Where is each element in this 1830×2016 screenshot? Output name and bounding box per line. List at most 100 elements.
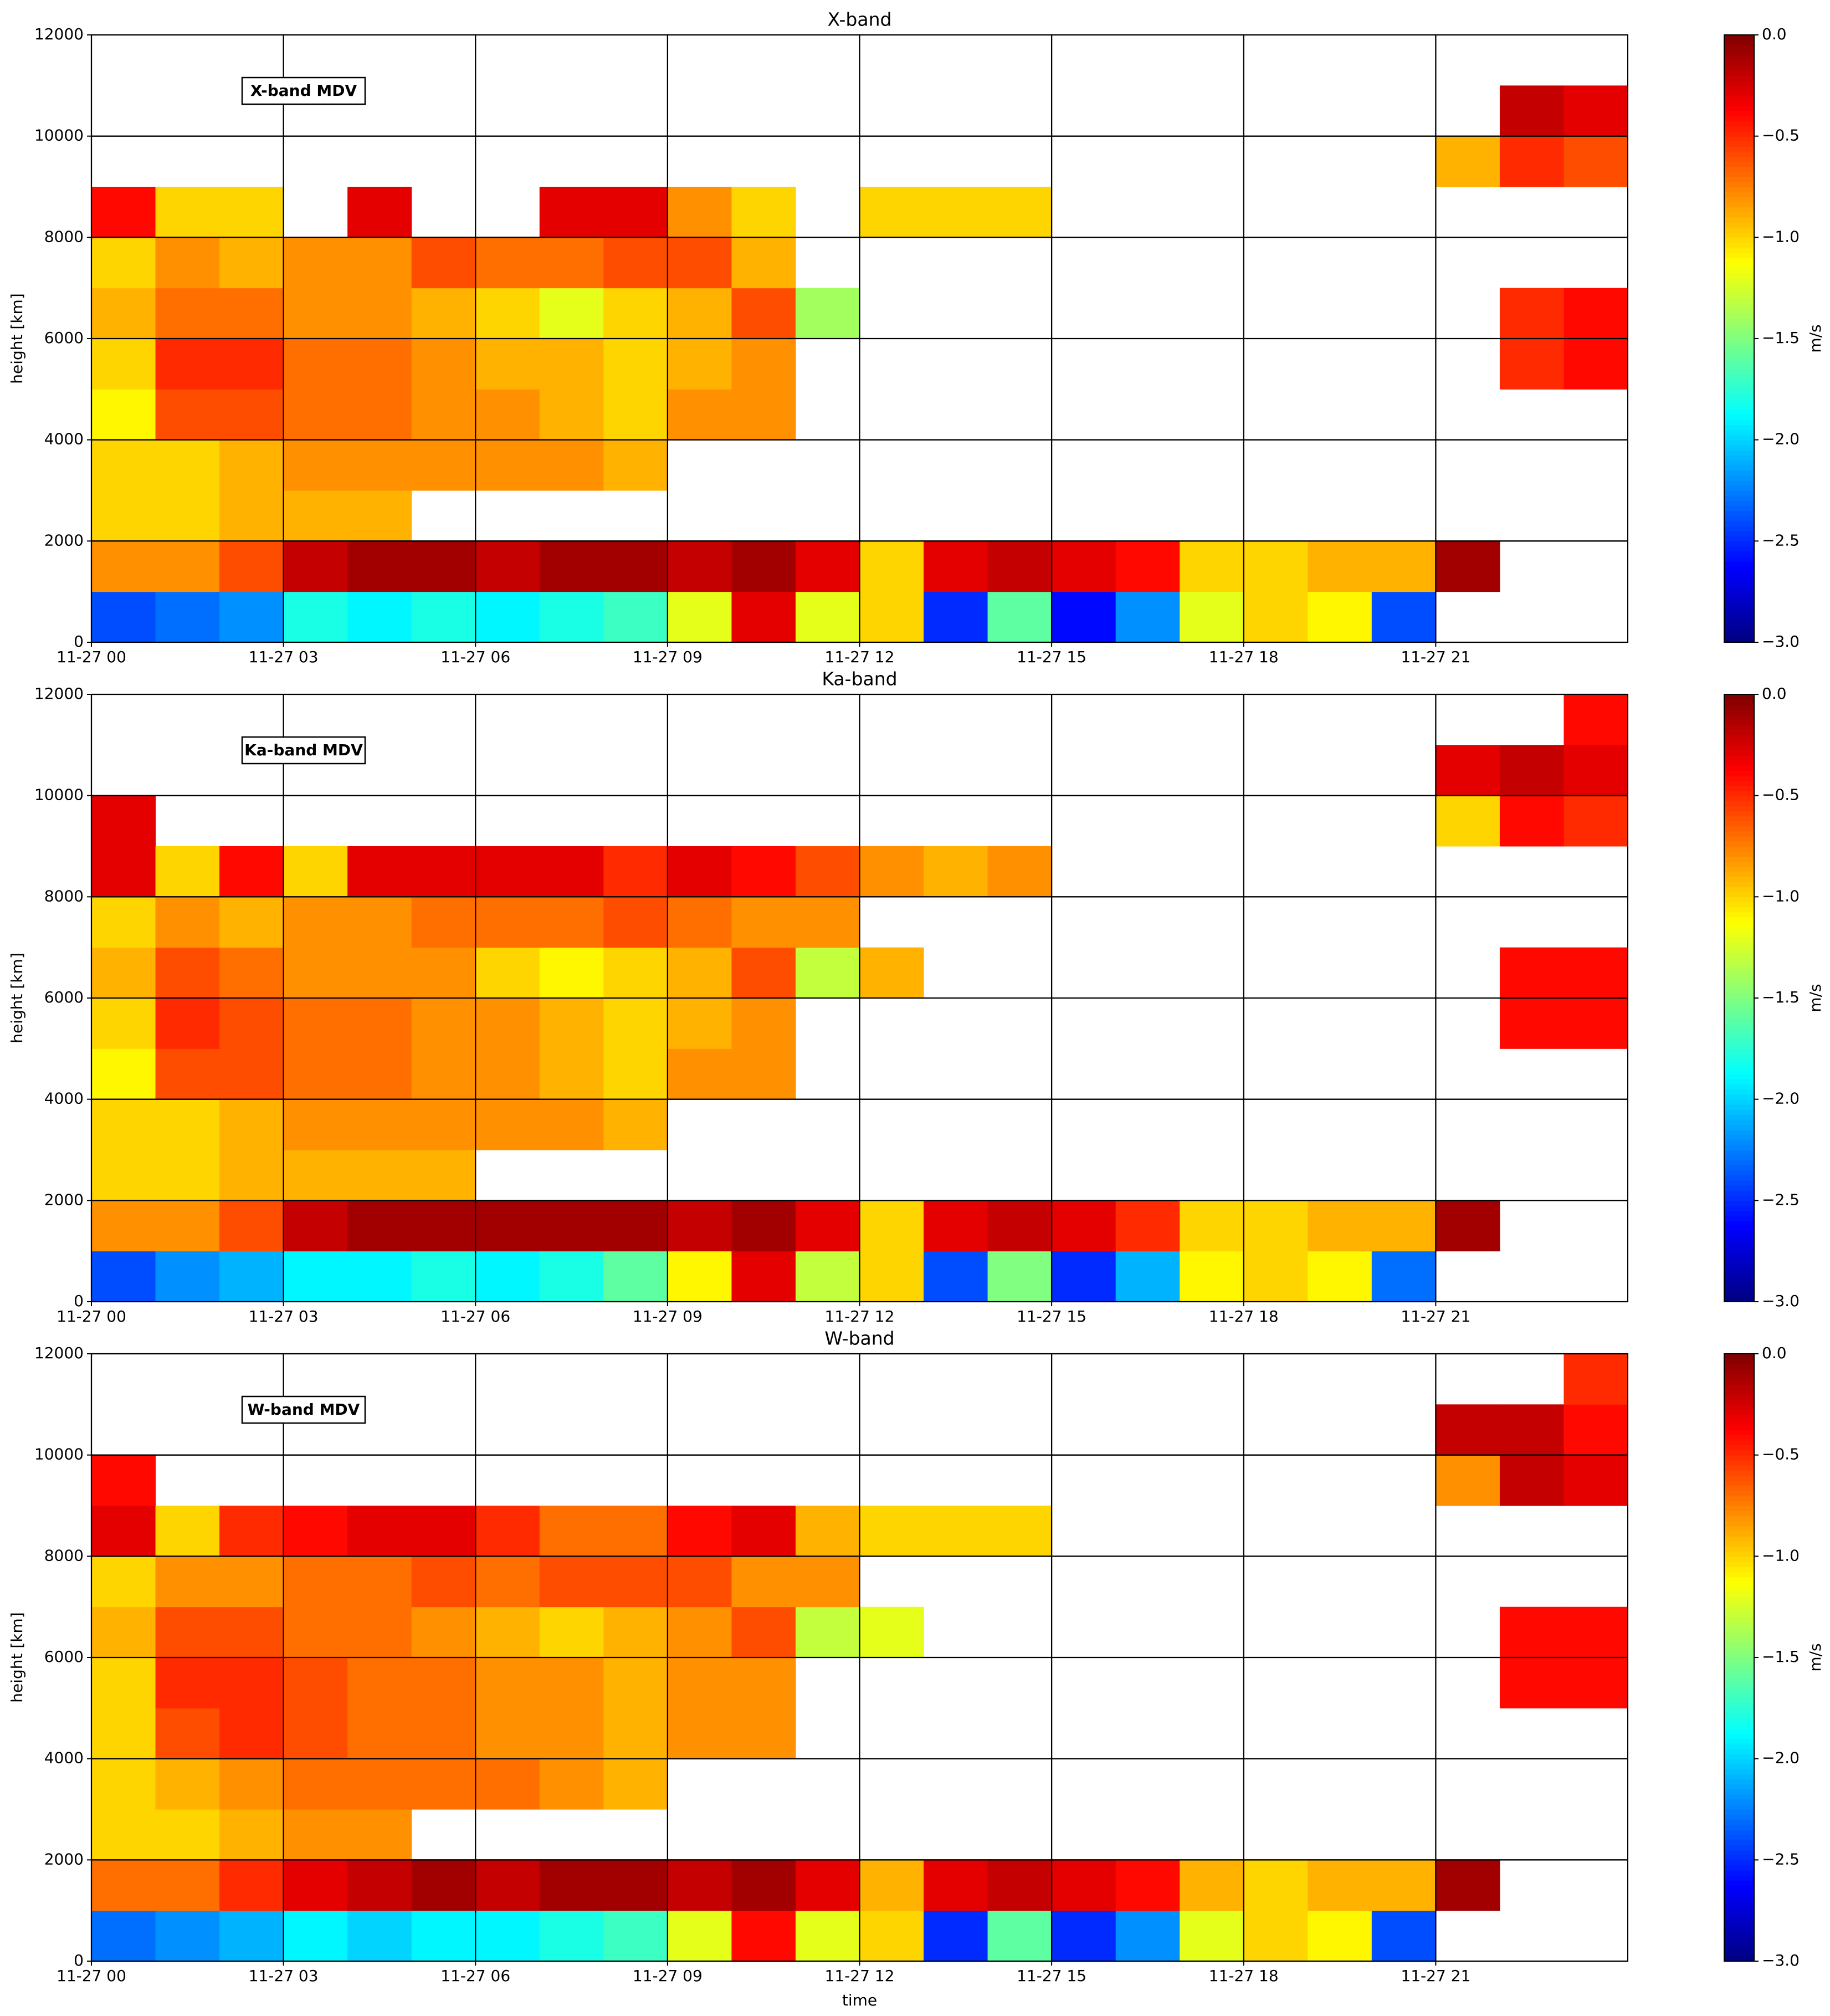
y-tick-label: 4000 [44, 430, 84, 448]
colorbar-segment [1724, 871, 1754, 877]
heatmap-cell [667, 1200, 732, 1252]
colorbar-segment [1724, 1139, 1754, 1145]
heatmap-cell [1371, 1910, 1436, 1962]
plot-frame [91, 694, 1628, 1302]
colorbar-segment [1724, 1779, 1754, 1785]
heatmap-cell [539, 439, 604, 491]
heatmap-cell [539, 947, 604, 999]
heatmap-cell [283, 339, 348, 390]
colorbar-segment [1724, 268, 1754, 274]
heatmap-cell [731, 237, 796, 289]
colorbar-segment [1724, 369, 1754, 375]
heatmap-cell [1499, 136, 1564, 187]
heatmap-cell [219, 389, 284, 441]
colorbar-segment [1724, 373, 1754, 380]
colorbar-segment [1724, 1099, 1754, 1105]
heatmap-cell [539, 339, 604, 390]
colorbar-segment [1724, 694, 1754, 700]
heatmap-cell [283, 1048, 348, 1100]
colorbar-segment [1724, 1276, 1754, 1282]
heatmap-cell [731, 1860, 796, 1911]
heatmap-cell [667, 541, 732, 592]
colorbar-segment [1724, 181, 1754, 187]
heatmap-cell [347, 1657, 412, 1708]
heatmap-cell [91, 288, 156, 339]
heatmap-cell [1243, 541, 1308, 592]
heatmap-cell [1499, 795, 1564, 847]
heatmap-cell [91, 237, 156, 289]
x-tick-label: 11-27 09 [633, 648, 703, 666]
colorbar-segment [1724, 1738, 1754, 1744]
chart-title: X-band [828, 9, 892, 30]
colorbar-segment [1724, 561, 1754, 567]
colorbar-segment [1724, 627, 1754, 633]
heatmap-cell [475, 1506, 540, 1557]
heatmap-cell [219, 1758, 284, 1810]
colorbar-segment [1724, 1931, 1754, 1937]
heatmap-cell [731, 541, 796, 592]
colorbar-segment [1724, 227, 1754, 233]
heatmap-cell [795, 1606, 860, 1658]
colorbar-segment [1724, 55, 1754, 61]
heatmap-cell [1371, 1200, 1436, 1252]
heatmap-cell [219, 439, 284, 491]
colorbar-segment [1724, 1063, 1754, 1070]
colorbar-segment [1724, 1210, 1754, 1216]
colorbar-segment [1724, 1829, 1754, 1835]
x-tick-label: 11-27 03 [249, 648, 319, 666]
heatmap-cell [603, 1657, 668, 1708]
colorbar-segment [1724, 1647, 1754, 1653]
y-tick-label: 10000 [34, 1445, 84, 1464]
heatmap-cell [1564, 85, 1628, 137]
heatmap-cell [347, 237, 412, 289]
colorbar-tick-label: −0.5 [1762, 786, 1800, 804]
heatmap-cell [155, 1048, 220, 1100]
heatmap-cell [411, 339, 476, 390]
y-axis-label: height [km] [8, 1612, 26, 1703]
colorbar-segment [1724, 826, 1754, 832]
heatmap-cell [91, 1657, 156, 1708]
heatmap-cell [859, 1910, 924, 1962]
colorbar-label: m/s [1806, 984, 1824, 1012]
heatmap-cell [283, 591, 348, 643]
colorbar-segment [1724, 278, 1754, 284]
colorbar-segment [1724, 790, 1754, 796]
colorbar-segment [1724, 856, 1754, 862]
colorbar-segment [1724, 1809, 1754, 1815]
heatmap-cell [603, 288, 668, 339]
colorbar-segment [1724, 197, 1754, 203]
heatmap-cell [475, 1200, 540, 1252]
colorbar-segment [1724, 1606, 1754, 1613]
colorbar-segment [1724, 136, 1754, 142]
heatmap-cell [155, 439, 220, 491]
colorbar-segment [1724, 1038, 1754, 1044]
heatmap-cell [1371, 1860, 1436, 1911]
heatmap-cell [155, 1708, 220, 1759]
x-tick-label: 11-27 06 [440, 1967, 510, 1985]
heatmap-cell [731, 288, 796, 339]
heatmap-cell [539, 1606, 604, 1658]
colorbar-segment [1724, 525, 1754, 531]
heatmap-cell [539, 1251, 604, 1302]
colorbar-segment [1724, 1266, 1754, 1272]
heatmap-cell [219, 187, 284, 238]
colorbar-segment [1724, 760, 1754, 766]
colorbar-segment [1724, 1865, 1754, 1871]
colorbar-segment [1724, 1129, 1754, 1135]
heatmap-cell [924, 591, 988, 643]
colorbar-segment [1724, 1354, 1754, 1359]
colorbar-segment [1724, 1430, 1754, 1435]
heatmap-cell [1308, 1910, 1372, 1962]
colorbar-segment [1724, 283, 1754, 289]
colorbar-segment [1724, 1435, 1754, 1441]
heatmap-cell [283, 1860, 348, 1911]
colorbar-segment [1724, 1875, 1754, 1881]
colorbar-segment [1724, 1220, 1754, 1226]
heatmap-cell [603, 1708, 668, 1759]
colorbar-segment [1724, 1632, 1754, 1638]
colorbar-segment [1724, 1256, 1754, 1262]
colorbar-segment [1724, 1018, 1754, 1024]
heatmap-cell [411, 1200, 476, 1252]
colorbar-segment [1724, 927, 1754, 933]
